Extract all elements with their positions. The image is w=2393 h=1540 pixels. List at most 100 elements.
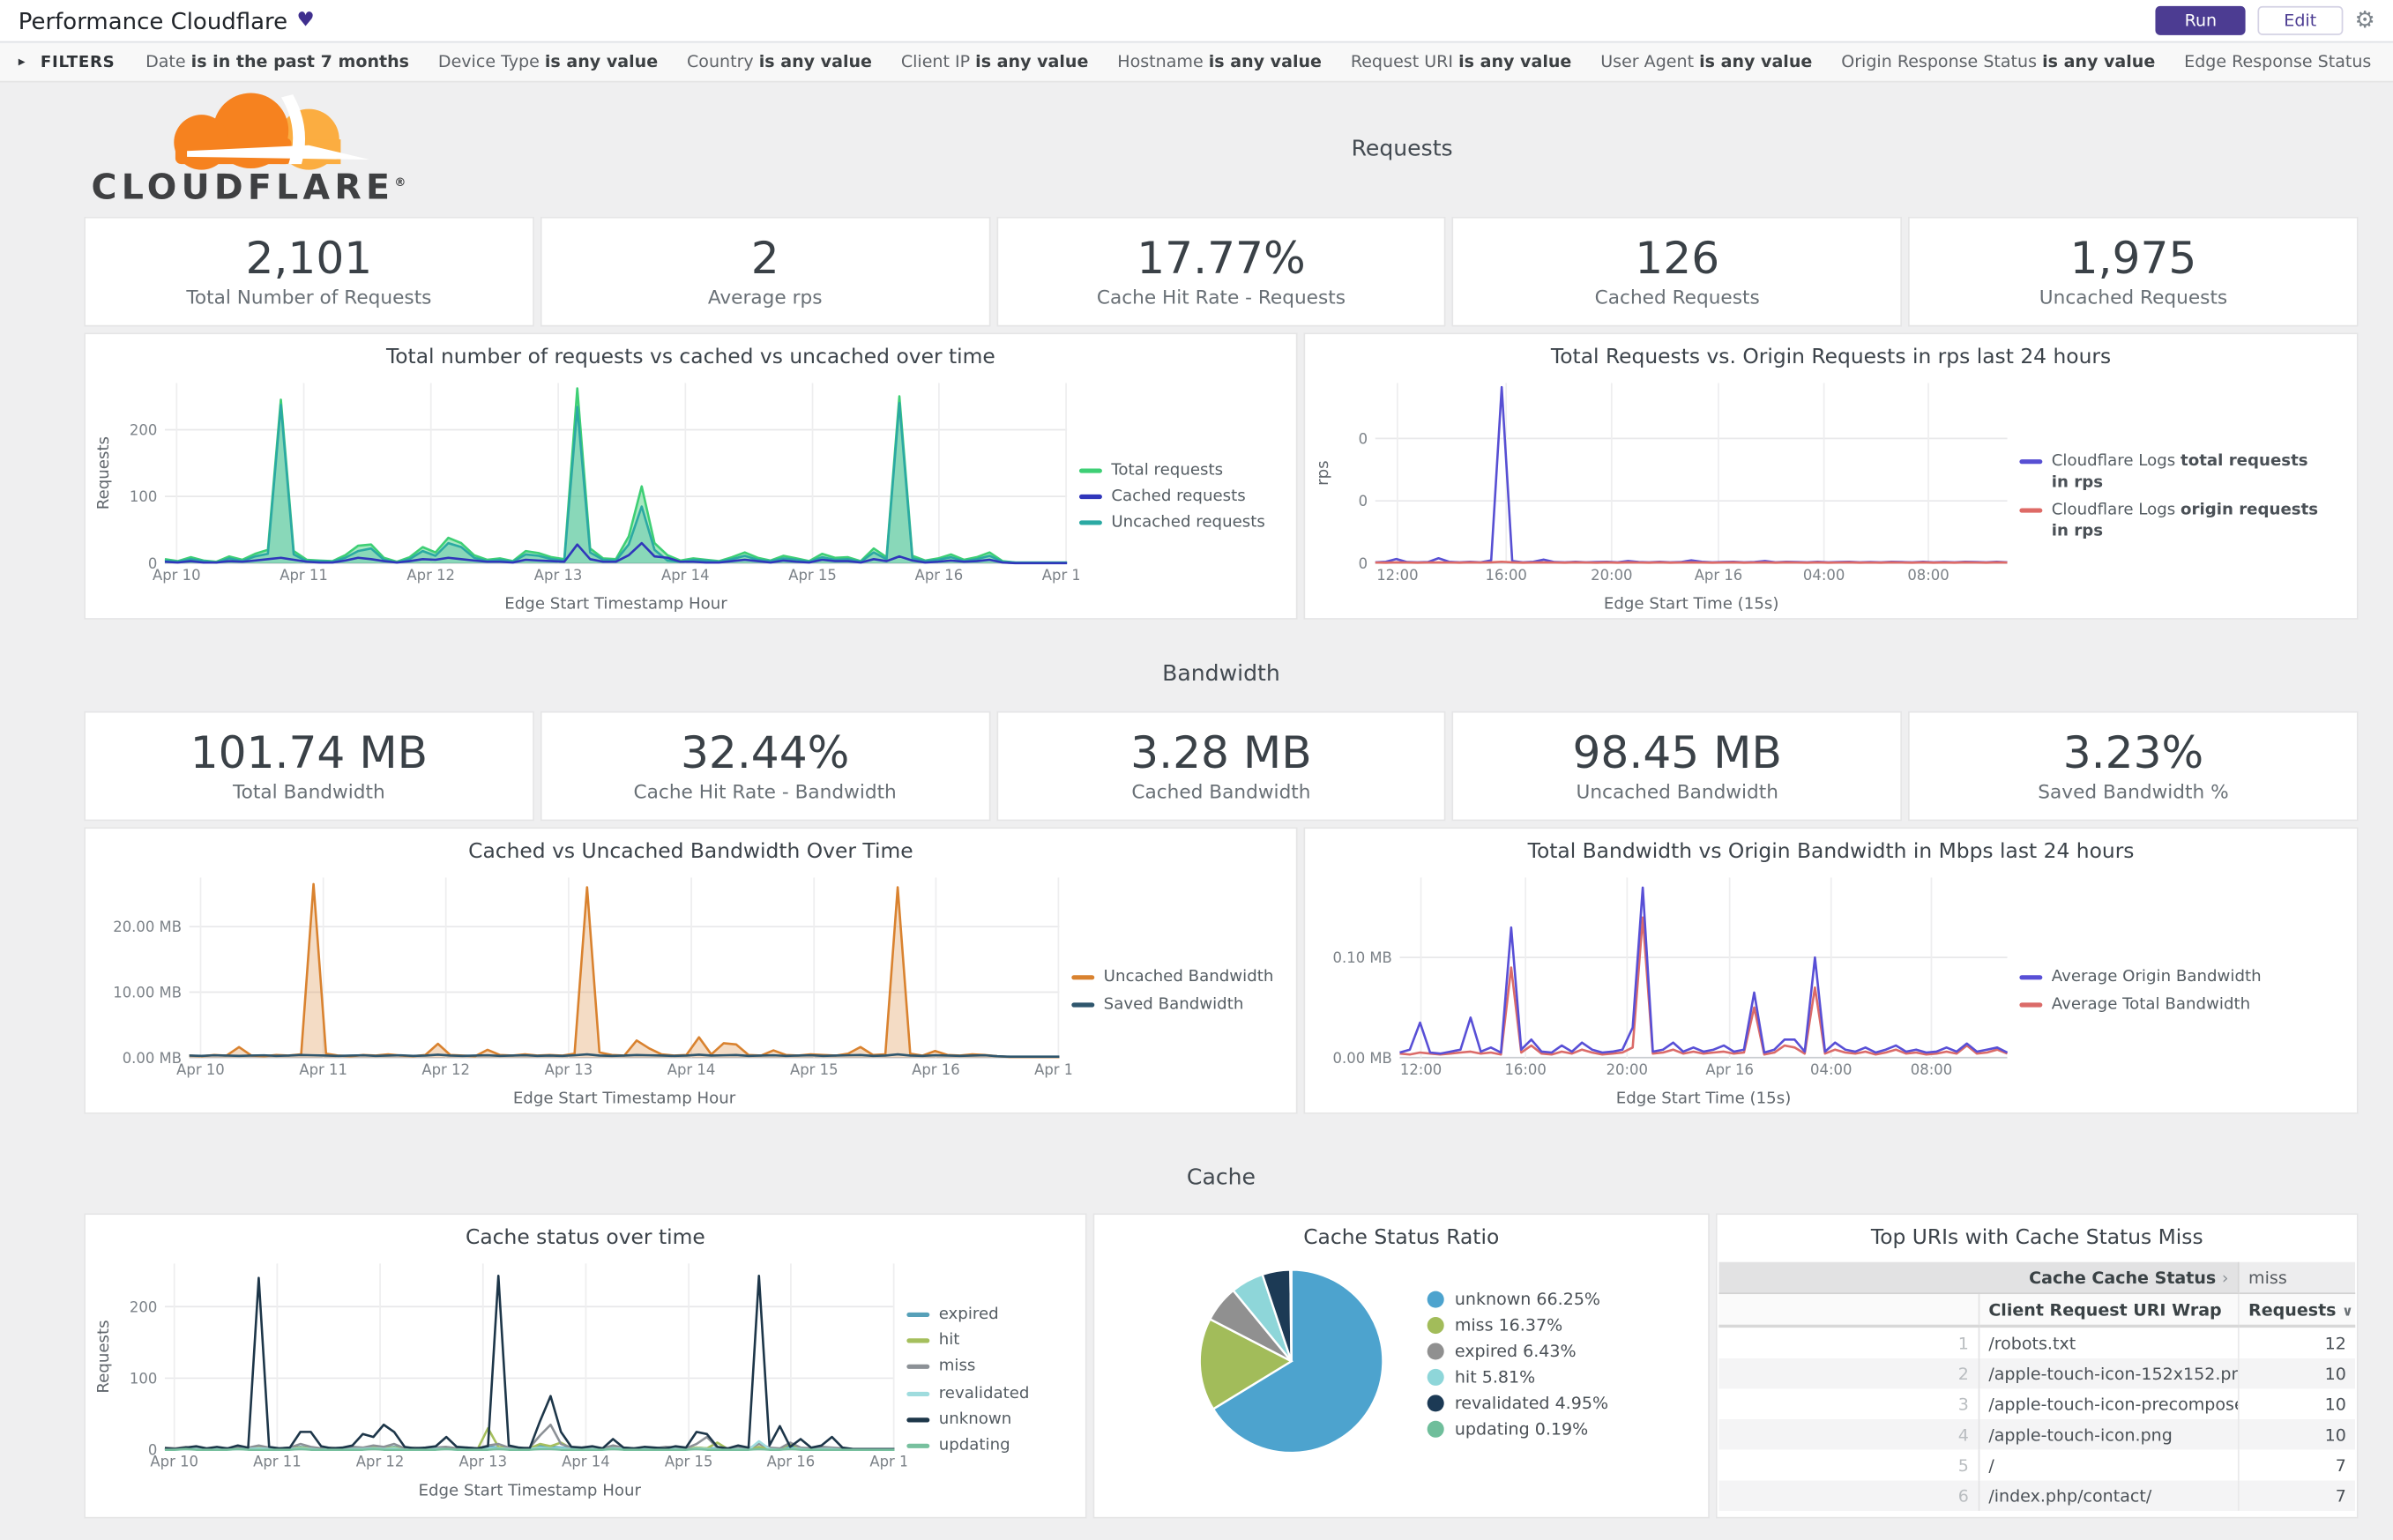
table-row[interactable]: 4/apple-touch-icon.png 10 [1718,1419,2356,1450]
filter-item[interactable]: Request URI is any value [1350,51,1572,72]
row-number: 2 [1718,1358,1979,1389]
legend-item[interactable]: Total requests [1078,459,1278,481]
svg-text:rps: rps [1315,460,1333,485]
legend-item[interactable]: hit [906,1329,1059,1351]
legend-item[interactable]: expired [906,1303,1059,1325]
filter-item[interactable]: Hostname is any value [1117,51,1322,72]
legend-item[interactable]: updating [906,1434,1059,1456]
legend-item[interactable]: Cloudflare Logs total requests in rps [2019,450,2322,494]
filter-item[interactable]: Country is any value [687,51,872,72]
column-header-requests[interactable]: Requests ∨ [2237,1293,2356,1328]
svg-text:0.10 MB: 0.10 MB [1333,949,1392,966]
legend-label: Saved Bandwidth [1103,993,1244,1013]
legend-item[interactable]: miss [906,1356,1059,1378]
kpi-value: 126 [1635,231,1720,284]
filter-item[interactable]: Device Type is any value [437,51,659,72]
kpi-value: 101.74 MB [190,725,429,778]
filter-item[interactable]: Origin Response Status is any value [1841,51,2156,72]
filter-item[interactable]: Edge Response Status is any value [2184,51,2375,72]
legend-label: Cloudflare Logs origin requests in rps [2051,499,2319,540]
section-header-bandwidth: Bandwidth [1162,662,1280,688]
pie-legend-item[interactable]: miss 16.37% [1427,1315,1608,1335]
svg-text:Apr 10: Apr 10 [176,1061,225,1078]
requests-cell: 10 [2237,1419,2356,1450]
legend-label: expired [938,1305,999,1323]
run-button[interactable]: Run [2155,5,2247,35]
legend-item[interactable]: unknown [906,1408,1059,1430]
kpi-cache-hit-rate-bandwidth: 32.44% Cache Hit Rate - Bandwidth [540,710,990,822]
filters-expand-icon[interactable]: ▸ [18,54,26,70]
chart-panel-cache-status-over-time: Cache status over time 0 100 200 Apr 10 Apr … [84,1213,1087,1519]
cloudflare-logo: CLOUDFLARE® [84,92,445,207]
top-actions: Run Edit ⚙ [2155,5,2375,35]
filter-item[interactable]: User Agent is any value [1600,51,1813,72]
row-number: 1 [1718,1326,1979,1358]
requests-column-label: Requests [2248,1299,2337,1320]
legend-item[interactable]: Cloudflare Logs origin requests in rps [2019,498,2322,541]
filter-item[interactable]: Client IP is any value [900,51,1089,72]
svg-text:Apr 11: Apr 11 [280,567,328,584]
table-row[interactable]: 5 / 7 [1718,1449,2356,1481]
cache-status-ratio-pie[interactable] [1196,1265,1388,1463]
table-row[interactable]: 2/apple-touch-icon-152x152.png 10 [1718,1358,2356,1389]
dashboard-content: CLOUDFLARE® Requests 2,101 Total Number … [0,82,2393,1519]
heart-icon: ♥ [296,9,315,33]
kpi-label: Cached Bandwidth [1131,780,1311,804]
page-title: Performance Cloudflare [18,6,288,34]
legend-item[interactable]: Average Origin Bandwidth [2019,966,2322,988]
svg-text:Apr 12: Apr 12 [406,567,455,584]
legend-dot [1427,1368,1444,1386]
kpi-value: 32.44% [680,725,850,778]
kpi-value: 3.28 MB [1130,725,1312,778]
table-row[interactable]: 1/robots.txt 12 [1718,1326,2356,1358]
row-number-column [1718,1293,1979,1328]
pie-legend-item[interactable]: hit 5.81% [1427,1367,1608,1387]
bandwidth-24h-chart[interactable]: 0.00 MB 0.10 MB 12:00 16:00 20:00 Apr 16 04:00… [1315,867,2020,1113]
legend-item[interactable]: Saved Bandwidth [1071,993,1285,1015]
pie-legend-item[interactable]: revalidated 4.95% [1427,1394,1608,1413]
legend-swatch [906,1338,930,1343]
pie-legend-item[interactable]: updating 0.19% [1427,1419,1608,1440]
row-number: 4 [1718,1419,1979,1450]
svg-text:Apr 16: Apr 16 [767,1454,816,1470]
legend-label: Average Origin Bandwidth [2051,968,2262,986]
pie-legend-item[interactable]: expired 6.43% [1427,1342,1608,1361]
pivot-header[interactable]: Cache Cache Status › [1718,1261,2239,1295]
pie-slice-unknown [1211,1268,1384,1454]
chart-legend: expired hit miss revalidated unknown updating [906,1303,1059,1455]
legend-item[interactable]: Uncached requests [1078,511,1278,533]
chart-panel-requests-over-time: Total number of requests vs cached vs un… [84,332,1298,620]
rps-24h-chart[interactable]: 0 0 0 12:00 16:00 20:00 Apr 16 04:00 08:00 rps Edg… [1314,372,2020,619]
filter-item[interactable]: Date is in the past 7 months [145,51,410,72]
uri-cell: /robots.txt [1988,1333,2076,1353]
gear-icon[interactable]: ⚙ [2354,5,2375,34]
svg-text:16:00: 16:00 [1504,1061,1546,1078]
legend-item[interactable]: revalidated [906,1382,1059,1404]
legend-swatch [1071,975,1095,980]
svg-text:Edge Start Time (15s): Edge Start Time (15s) [1604,595,1779,614]
requests-over-time-chart[interactable]: 0 100 200 Apr 10 Apr 11 Apr 12 Apr 13 Apr 14 Apr… [94,372,1090,619]
legend-item[interactable]: Uncached Bandwidth [1071,966,1285,988]
svg-text:20:00: 20:00 [1607,1061,1648,1078]
svg-text:0: 0 [148,555,157,572]
svg-text:Apr 14: Apr 14 [562,1454,610,1470]
column-header-uri[interactable]: Client Request URI Wrap [1979,1293,2239,1328]
legend-dot [1427,1343,1444,1360]
cache-status-chart[interactable]: 0 100 200 Apr 10 Apr 11 Apr 12 Apr 13 Apr 14 Apr… [94,1253,918,1506]
uri-cell: /apple-touch-icon.png [1988,1425,2173,1445]
legend-item[interactable]: Average Total Bandwidth [2019,993,2322,1015]
kpi-label: Cache Hit Rate - Requests [1096,286,1346,309]
legend-swatch [906,1417,930,1422]
bandwidth-over-time-chart[interactable]: 0.00 MB 10.00 MB 20.00 MB Apr 10 Apr 11 Apr 1… [94,867,1083,1113]
svg-text:20.00 MB: 20.00 MB [113,919,182,935]
pie-legend-item[interactable]: unknown 66.25% [1427,1290,1608,1309]
kpi-value: 3.23% [2062,725,2204,778]
svg-text:04:00: 04:00 [1810,1061,1852,1078]
chart-legend: Cloudflare Logs total requests in rps Clo… [2019,450,2322,541]
edit-button[interactable]: Edit [2257,5,2343,35]
table-row[interactable]: 6/index.php/contact/7 [1718,1480,2356,1511]
top-uris-table: Cache Cache Status › miss Client Request… [1718,1261,2356,1511]
legend-item[interactable]: Cached requests [1078,485,1278,507]
svg-text:Edge Start Timestamp Hour: Edge Start Timestamp Hour [504,595,727,614]
